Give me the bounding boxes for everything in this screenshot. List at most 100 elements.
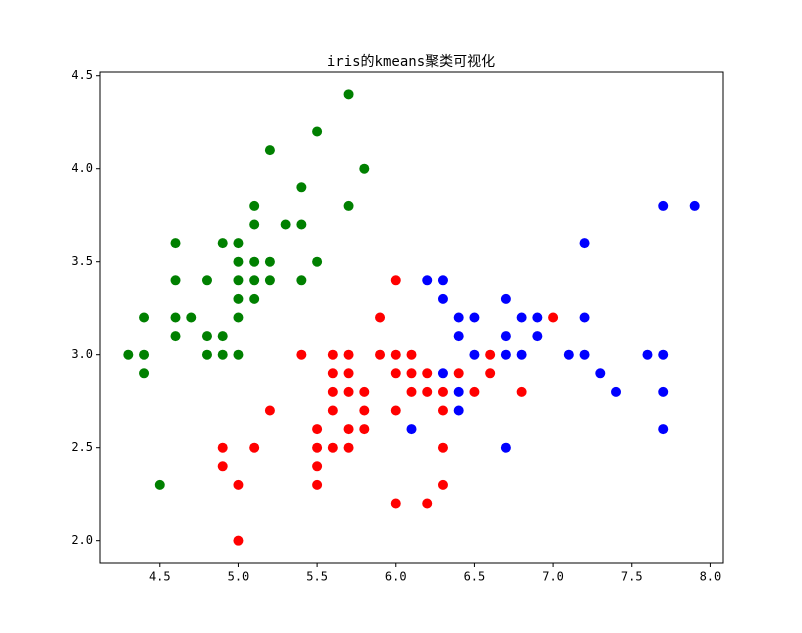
point bbox=[516, 386, 527, 397]
point bbox=[233, 535, 244, 546]
point bbox=[406, 349, 417, 360]
point bbox=[658, 424, 669, 435]
point bbox=[170, 331, 181, 342]
point bbox=[422, 498, 433, 509]
point bbox=[579, 312, 590, 323]
point bbox=[642, 349, 653, 360]
point bbox=[312, 256, 323, 267]
point bbox=[437, 442, 448, 453]
x-tick-label: 6.5 bbox=[464, 570, 486, 584]
chart-title: iris的kmeans聚类可视化 bbox=[327, 54, 495, 70]
point bbox=[264, 145, 275, 156]
point bbox=[422, 275, 433, 286]
point bbox=[264, 275, 275, 286]
point bbox=[233, 256, 244, 267]
point bbox=[658, 349, 669, 360]
point bbox=[201, 331, 212, 342]
y-tick-label: 3.5 bbox=[71, 254, 93, 268]
point bbox=[233, 312, 244, 323]
point bbox=[343, 349, 354, 360]
point bbox=[249, 256, 260, 267]
point bbox=[343, 89, 354, 100]
point bbox=[154, 479, 165, 490]
point bbox=[500, 293, 511, 304]
point bbox=[217, 238, 228, 249]
point bbox=[422, 386, 433, 397]
point bbox=[469, 312, 480, 323]
point bbox=[264, 256, 275, 267]
point bbox=[469, 386, 480, 397]
point bbox=[359, 386, 370, 397]
point bbox=[437, 275, 448, 286]
point bbox=[579, 349, 590, 360]
point bbox=[390, 498, 401, 509]
point bbox=[469, 349, 480, 360]
point bbox=[359, 163, 370, 174]
point bbox=[548, 312, 559, 323]
point bbox=[233, 479, 244, 490]
point bbox=[359, 424, 370, 435]
point bbox=[485, 368, 496, 379]
point bbox=[217, 461, 228, 472]
point bbox=[327, 442, 338, 453]
point bbox=[312, 424, 323, 435]
point bbox=[139, 368, 150, 379]
point bbox=[406, 368, 417, 379]
y-tick-label: 4.0 bbox=[71, 161, 93, 175]
x-tick-label: 4.5 bbox=[149, 570, 171, 584]
point bbox=[201, 275, 212, 286]
point bbox=[500, 331, 511, 342]
point bbox=[249, 442, 260, 453]
point bbox=[233, 293, 244, 304]
point bbox=[249, 200, 260, 211]
point bbox=[516, 312, 527, 323]
point bbox=[296, 349, 307, 360]
point bbox=[343, 386, 354, 397]
point bbox=[312, 479, 323, 490]
point bbox=[689, 200, 700, 211]
point bbox=[375, 349, 386, 360]
point bbox=[453, 405, 464, 416]
point bbox=[123, 349, 134, 360]
point bbox=[532, 312, 543, 323]
point bbox=[437, 293, 448, 304]
point bbox=[516, 349, 527, 360]
point bbox=[422, 368, 433, 379]
point bbox=[233, 275, 244, 286]
point bbox=[437, 479, 448, 490]
point bbox=[437, 405, 448, 416]
x-tick-label: 7.5 bbox=[621, 570, 643, 584]
point bbox=[390, 368, 401, 379]
point bbox=[406, 386, 417, 397]
point bbox=[453, 386, 464, 397]
point bbox=[390, 349, 401, 360]
point bbox=[186, 312, 197, 323]
y-tick-label: 3.0 bbox=[71, 347, 93, 361]
point bbox=[233, 349, 244, 360]
point bbox=[453, 368, 464, 379]
point bbox=[579, 238, 590, 249]
point bbox=[139, 312, 150, 323]
point bbox=[406, 424, 417, 435]
point bbox=[327, 349, 338, 360]
point bbox=[170, 275, 181, 286]
x-tick-label: 7.0 bbox=[542, 570, 564, 584]
y-tick-label: 2.5 bbox=[71, 440, 93, 454]
point bbox=[375, 312, 386, 323]
point bbox=[563, 349, 574, 360]
x-tick-label: 5.0 bbox=[228, 570, 250, 584]
point bbox=[390, 275, 401, 286]
point bbox=[359, 405, 370, 416]
point bbox=[343, 442, 354, 453]
point bbox=[500, 442, 511, 453]
point bbox=[437, 368, 448, 379]
point bbox=[170, 312, 181, 323]
point bbox=[217, 331, 228, 342]
point bbox=[485, 349, 496, 360]
point bbox=[217, 349, 228, 360]
point bbox=[280, 219, 291, 230]
point bbox=[312, 442, 323, 453]
